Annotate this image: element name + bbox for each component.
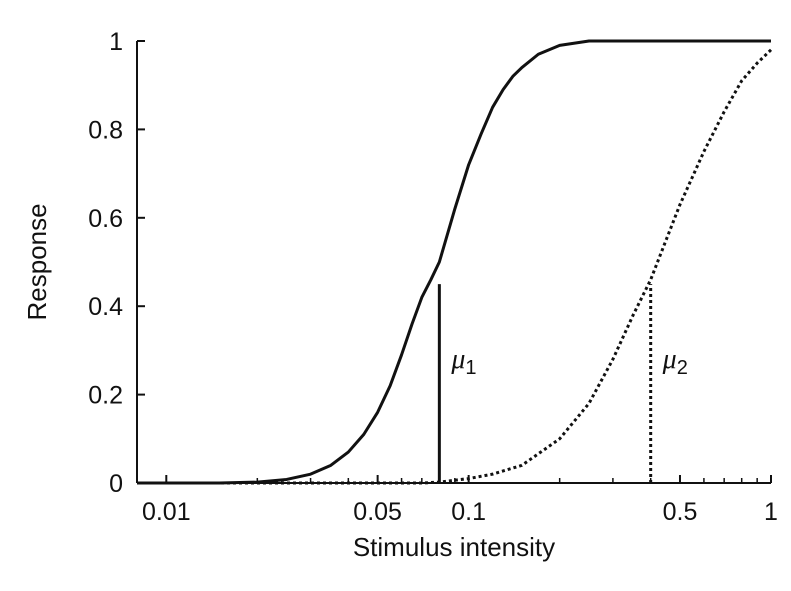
x-tick-label: 0.05 <box>353 498 402 526</box>
marker-symbol: μ <box>450 344 465 375</box>
x-axis-title: Stimulus intensity <box>353 532 555 562</box>
x-tick-label: 0.1 <box>451 498 486 526</box>
marker-label-1: μ1 <box>450 344 476 379</box>
x-tick-label: 0.5 <box>663 498 698 526</box>
marker-subscript: 1 <box>465 357 476 379</box>
x-tick-label: 1 <box>764 498 778 526</box>
y-tick-label: 0.4 <box>88 293 123 321</box>
tick-labels: 0 0.2 0.4 0.6 0.8 1 0.01 0.05 0.1 0.5 1 <box>88 28 778 526</box>
x-tick-label: 0.01 <box>142 498 191 526</box>
y-axis-title: Response <box>22 203 52 320</box>
series-line-1 <box>137 39 771 485</box>
y-tick-label: 0.6 <box>88 205 123 233</box>
marker-label-2: μ2 <box>662 344 688 379</box>
y-tick-label: 1 <box>109 28 123 56</box>
marker-symbol: μ <box>662 344 677 375</box>
tick-marks <box>137 40 772 484</box>
threshold-markers: μ1 μ2 <box>437 284 688 483</box>
y-tick-label: 0.2 <box>88 382 123 410</box>
y-tick-label: 0.8 <box>88 116 123 144</box>
series-line-2 <box>137 48 773 485</box>
marker-subscript: 2 <box>677 357 688 379</box>
y-tick-label: 0 <box>109 470 123 498</box>
plot-area <box>137 39 773 485</box>
axes <box>136 41 771 484</box>
